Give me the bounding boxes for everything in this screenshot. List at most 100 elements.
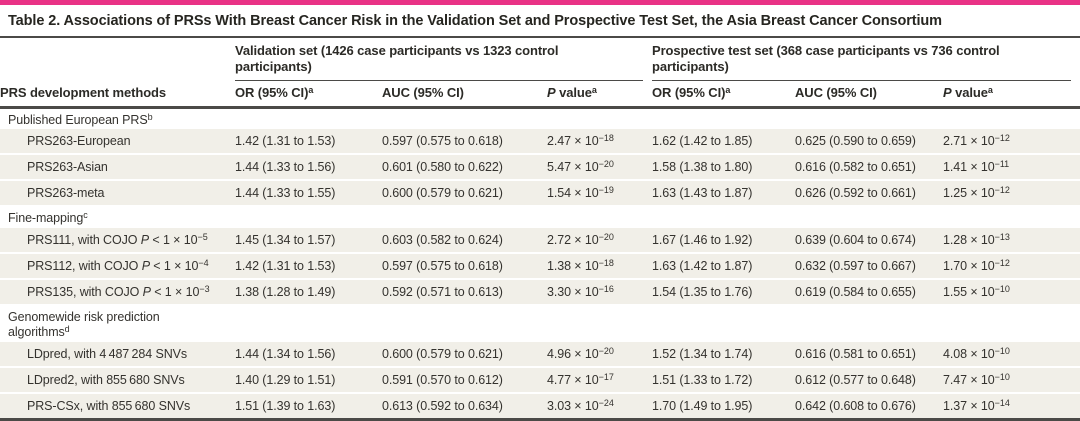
cell-or-validation: 1.45 (1.34 to 1.57) [235, 228, 382, 254]
cell-auc-validation: 0.592 (0.571 to 0.613) [382, 279, 547, 306]
cell-method: PRS263-meta [0, 180, 235, 208]
footnote-marker: d [64, 323, 70, 334]
bottom-rule [0, 417, 1080, 421]
column-label-p: P [547, 84, 556, 100]
pvalue-exponent: −10 [994, 345, 1010, 356]
pvalue-base: 3.03 × 10 [547, 398, 599, 413]
data-table: Validation set (1426 case participants v… [0, 38, 1080, 418]
column-header-pvalue-validation: P valuea [547, 80, 653, 109]
cell-or-test: 1.67 (1.46 to 1.92) [652, 228, 796, 254]
pvalue-exponent: −14 [994, 397, 1010, 408]
cell-pvalue-test: 7.47 × 10−10 [943, 366, 1080, 394]
cell-or-test: 1.70 (1.49 to 1.95) [652, 392, 796, 418]
cell-or-validation: 1.44 (1.33 to 1.55) [235, 180, 382, 208]
method-label: PRS135, with COJO [27, 285, 143, 299]
method-label-p: P [141, 259, 150, 273]
column-header-row: PRS development methods OR (95% CI)a AUC… [0, 80, 1080, 109]
section-label: Published European PRSb [0, 107, 1080, 130]
cell-auc-test: 0.616 (0.582 to 0.651) [795, 154, 944, 182]
footnote-marker: a [591, 84, 597, 95]
section-row-published-european-prs: Published European PRSb [0, 107, 1080, 130]
cell-auc-validation: 0.591 (0.570 to 0.612) [382, 366, 547, 394]
group-label-line2: participants) [652, 59, 729, 75]
column-header-methods: PRS development methods [0, 80, 235, 109]
cell-pvalue-test: 1.25 × 10−12 [943, 180, 1080, 208]
pvalue-exponent: −24 [598, 397, 614, 408]
method-label: PRS-CSx, with 855 680 SNVs [27, 398, 191, 413]
pvalue-base: 1.37 × 10 [943, 398, 995, 413]
cell-auc-test: 0.616 (0.581 to 0.651) [795, 341, 944, 368]
cell-or-test: 1.52 (1.34 to 1.74) [652, 341, 796, 368]
method-label-exponent: −5 [197, 232, 208, 242]
cell-or-test: 1.63 (1.42 to 1.87) [652, 253, 796, 280]
cell-auc-validation: 0.597 (0.575 to 0.618) [382, 129, 547, 156]
cell-or-test: 1.54 (1.35 to 1.76) [652, 279, 796, 306]
pvalue-base: 1.55 × 10 [943, 285, 995, 299]
column-label: OR (95% CI) [652, 84, 726, 100]
pvalue-base: 1.70 × 10 [943, 259, 995, 273]
column-header-or-validation: OR (95% CI)a [235, 80, 382, 109]
table-row: PRS263-European 1.42 (1.31 to 1.53) 0.59… [0, 129, 1080, 156]
table-row: PRS263-meta 1.44 (1.33 to 1.55) 0.600 (0… [0, 180, 1080, 208]
method-label: PRS112, with COJO [27, 259, 142, 273]
column-label: value [555, 84, 592, 100]
method-label-p: P [142, 285, 151, 299]
method-label-mid: < 1 × 10 [149, 259, 199, 273]
pvalue-exponent: −20 [598, 159, 614, 170]
cell-or-validation: 1.51 (1.39 to 1.63) [235, 392, 382, 418]
pvalue-exponent: −11 [994, 159, 1010, 170]
cell-auc-test: 0.625 (0.590 to 0.659) [795, 129, 944, 156]
pvalue-base: 1.28 × 10 [943, 233, 995, 247]
cell-pvalue-validation: 2.72 × 10−20 [547, 228, 653, 254]
cell-pvalue-validation: 1.54 × 10−19 [547, 180, 653, 208]
table-row: LDpred2, with 855 680 SNVs 1.40 (1.29 to… [0, 366, 1080, 394]
cell-or-validation: 1.42 (1.31 to 1.53) [235, 129, 382, 156]
section-label: Genomewide risk prediction algorithmsd [0, 305, 1080, 342]
cell-pvalue-test: 2.71 × 10−12 [943, 129, 1080, 156]
footnote-marker: a [987, 84, 993, 95]
pvalue-exponent: −10 [994, 371, 1010, 382]
table-row: PRS263-Asian 1.44 (1.33 to 1.56) 0.601 (… [0, 154, 1080, 182]
cell-pvalue-validation: 1.38 × 10−18 [547, 253, 653, 280]
pvalue-exponent: −12 [994, 133, 1010, 144]
method-label-mid: < 1 × 10 [150, 285, 200, 299]
pvalue-base: 1.41 × 10 [943, 160, 995, 175]
cell-pvalue-validation: 3.30 × 10−16 [547, 279, 653, 306]
table-row: PRS-CSx, with 855 680 SNVs 1.51 (1.39 to… [0, 392, 1080, 418]
section-label: Fine-mappingc [0, 206, 1080, 228]
column-label: AUC (95% CI) [382, 84, 464, 100]
column-header-auc-test: AUC (95% CI) [795, 80, 944, 109]
cell-or-test: 1.58 (1.38 to 1.80) [652, 154, 796, 182]
column-header-pvalue-test: P valuea [943, 80, 1080, 109]
table-row: PRS111, with COJO P < 1 × 10−5 1.45 (1.3… [0, 228, 1080, 254]
cell-or-test: 1.51 (1.33 to 1.72) [652, 366, 796, 394]
cell-pvalue-test: 1.41 × 10−11 [943, 154, 1080, 182]
column-header-auc-validation: AUC (95% CI) [382, 80, 547, 109]
pvalue-exponent: −12 [994, 185, 1010, 196]
cell-or-validation: 1.38 (1.28 to 1.49) [235, 279, 382, 306]
cell-auc-test: 0.619 (0.584 to 0.655) [795, 279, 944, 306]
group-label-line2: participants) [235, 59, 312, 75]
cell-auc-validation: 0.600 (0.579 to 0.621) [382, 180, 547, 208]
method-label-exponent: −4 [198, 258, 209, 268]
column-label: AUC (95% CI) [795, 84, 877, 100]
pvalue-exponent: −13 [994, 232, 1010, 242]
page-title: Table 2. Associations of PRSs With Breas… [0, 5, 1080, 38]
pvalue-base: 2.47 × 10 [547, 134, 599, 149]
column-header-or-test: OR (95% CI)a [652, 80, 796, 109]
section-label-text: Genomewide risk prediction [8, 310, 160, 324]
cell-pvalue-validation: 4.96 × 10−20 [547, 341, 653, 368]
cell-method: PRS-CSx, with 855 680 SNVs [0, 392, 235, 418]
group-header-validation: Validation set (1426 case participants v… [235, 38, 652, 81]
method-label: LDpred2, with 855 680 SNVs [27, 372, 185, 387]
cell-auc-validation: 0.603 (0.582 to 0.624) [382, 228, 547, 254]
section-label-text: Fine-mapping [8, 211, 84, 226]
pvalue-base: 4.96 × 10 [547, 346, 599, 361]
cell-method: PRS263-European [0, 129, 235, 156]
cell-pvalue-test: 1.70 × 10−12 [943, 253, 1080, 280]
cell-pvalue-test: 1.37 × 10−14 [943, 392, 1080, 418]
section-label-text: Published European PRS [8, 112, 148, 127]
method-label-p: P [140, 233, 149, 247]
cell-pvalue-test: 1.55 × 10−10 [943, 279, 1080, 306]
